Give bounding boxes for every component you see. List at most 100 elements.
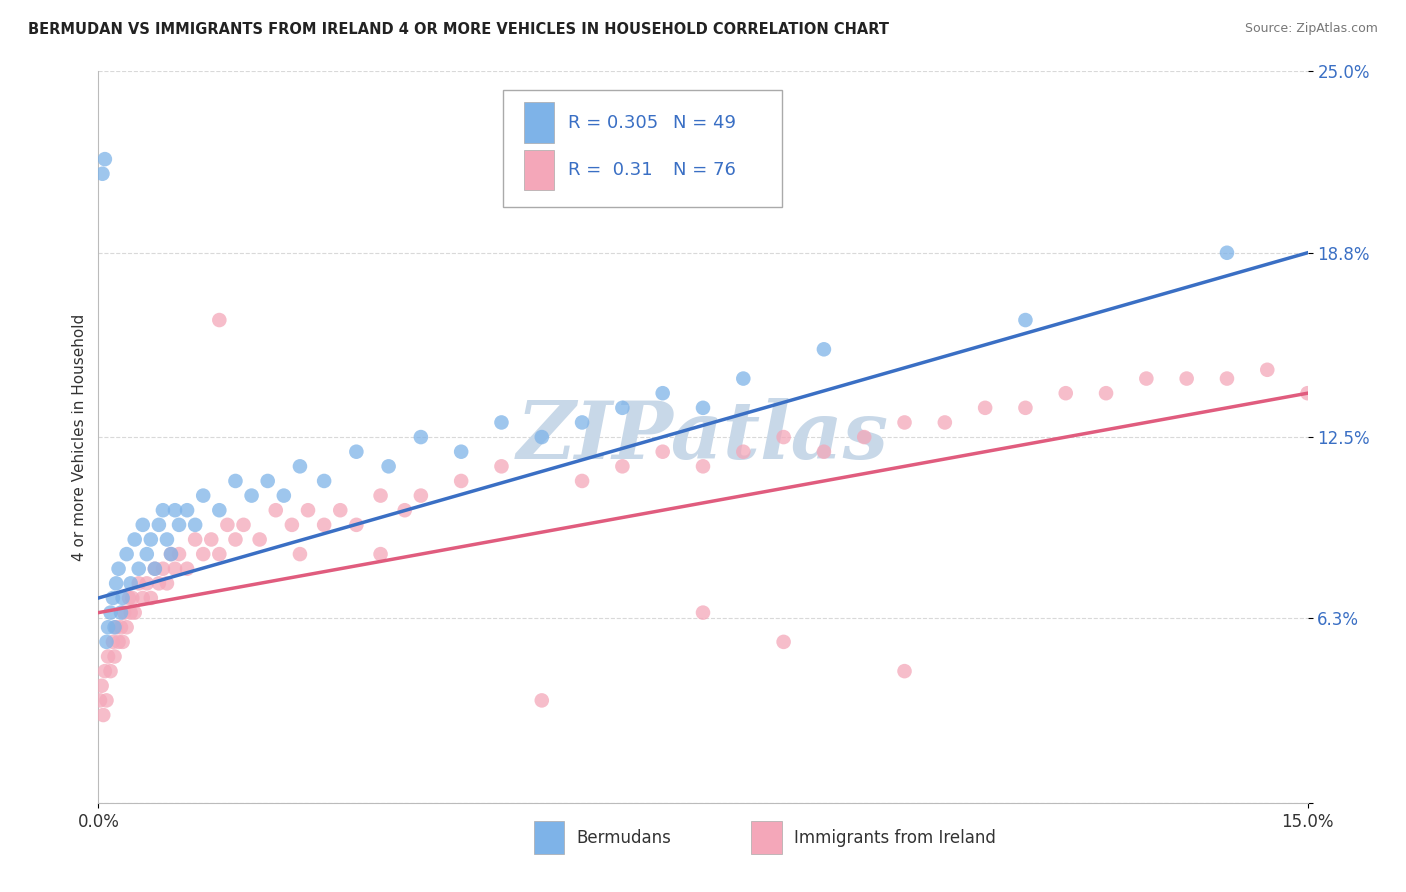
Point (110, 606, 132, 620)
Point (193, 489, 215, 503)
Point (200, 533, 222, 547)
Point (1014, 313, 1036, 327)
Point (120, 606, 142, 620)
Point (115, 620, 138, 634)
Text: N = 76: N = 76 (673, 161, 735, 179)
Point (94, 664, 117, 678)
Point (450, 474, 472, 488)
Point (893, 416, 915, 430)
Point (128, 576, 150, 591)
Point (288, 459, 311, 474)
Point (264, 503, 287, 517)
Point (1014, 401, 1036, 415)
Point (111, 635, 134, 649)
Point (612, 401, 634, 415)
Y-axis label: 4 or more Vehicles in Household: 4 or more Vehicles in Household (72, 313, 87, 561)
Text: Bermudans: Bermudans (576, 829, 671, 847)
Point (813, 343, 835, 357)
Point (152, 503, 174, 517)
Point (571, 474, 593, 488)
Point (148, 576, 170, 591)
Point (96, 635, 118, 649)
Point (152, 562, 174, 576)
Point (96, 693, 118, 707)
Point (100, 664, 122, 678)
Point (571, 416, 593, 430)
Point (103, 620, 125, 634)
Point (128, 562, 150, 576)
Point (1216, 245, 1239, 260)
Point (692, 459, 714, 474)
FancyBboxPatch shape (524, 150, 554, 190)
Point (224, 474, 246, 488)
Point (135, 547, 157, 561)
Point (733, 444, 755, 458)
Point (112, 606, 135, 620)
Point (101, 635, 124, 649)
Point (813, 444, 835, 458)
Point (240, 489, 263, 503)
Point (89, 693, 111, 707)
Point (256, 474, 278, 488)
Point (314, 474, 336, 488)
Point (160, 547, 183, 561)
Text: ZIPatlas: ZIPatlas (517, 399, 889, 475)
Point (772, 430, 794, 444)
Point (394, 503, 416, 517)
Point (121, 591, 143, 605)
Text: BERMUDAN VS IMMIGRANTS FROM IRELAND 4 OR MORE VEHICLES IN HOUSEHOLD CORRELATION : BERMUDAN VS IMMIGRANTS FROM IRELAND 4 OR… (28, 22, 889, 37)
Point (1296, 386, 1319, 401)
Point (1135, 371, 1157, 385)
Point (370, 547, 392, 561)
Point (103, 649, 125, 664)
Point (772, 635, 794, 649)
Point (156, 576, 179, 591)
Point (344, 444, 367, 458)
Point (101, 591, 124, 605)
Point (110, 620, 132, 634)
Point (156, 533, 179, 547)
Point (217, 517, 239, 532)
Point (91, 708, 114, 723)
Point (491, 459, 513, 474)
Point (651, 444, 673, 458)
Point (1054, 386, 1077, 401)
FancyBboxPatch shape (534, 822, 564, 854)
Point (163, 562, 186, 576)
Point (167, 517, 190, 532)
Text: R =  0.31: R = 0.31 (568, 161, 652, 179)
Point (184, 533, 207, 547)
Point (344, 517, 367, 532)
Point (135, 576, 157, 591)
Point (105, 576, 128, 591)
Point (208, 503, 231, 517)
Point (1175, 371, 1198, 385)
Point (90, 679, 112, 693)
FancyBboxPatch shape (503, 90, 782, 207)
Point (491, 416, 513, 430)
Point (1256, 363, 1278, 377)
Point (733, 371, 755, 385)
Point (124, 606, 146, 620)
Point (297, 503, 319, 517)
Point (281, 517, 304, 532)
Point (100, 606, 122, 620)
Point (450, 444, 472, 458)
Point (370, 489, 392, 503)
Point (232, 517, 254, 532)
Point (692, 606, 714, 620)
Point (163, 503, 186, 517)
Point (853, 430, 876, 444)
Point (97, 620, 120, 634)
Point (1095, 386, 1118, 401)
Text: N = 49: N = 49 (673, 113, 735, 131)
Point (94, 152, 117, 166)
Point (143, 562, 166, 576)
Point (409, 430, 432, 444)
Point (143, 562, 166, 576)
Point (107, 635, 129, 649)
Point (208, 547, 231, 561)
Point (107, 562, 129, 576)
Point (934, 416, 956, 430)
Point (120, 576, 142, 591)
